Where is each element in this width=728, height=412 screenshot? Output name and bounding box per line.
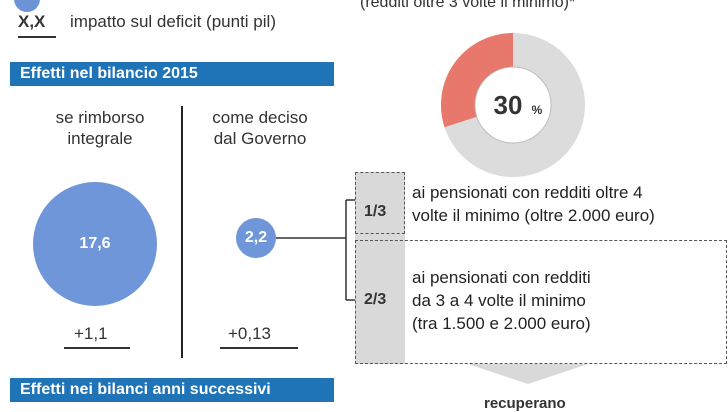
left-deficit-value: +1,1 — [74, 324, 108, 343]
fraction-column — [355, 172, 405, 364]
donut-hole — [475, 67, 551, 143]
legend-value-symbol: X,X — [18, 12, 46, 31]
breakdown-1-line-2: volte il minimo (oltre 2.000 euro) — [412, 206, 655, 225]
left-header-line-2: integrale — [67, 129, 133, 148]
breakdown-2-line-3: (tra 1.500 e 2.000 euro) — [412, 314, 591, 333]
breakdown-2-line-1: ai pensionati con redditi — [412, 268, 591, 287]
left-deficit-underline — [64, 347, 130, 349]
right-deficit-value: +0,13 — [228, 324, 272, 343]
donut-label: 30 — [494, 90, 523, 120]
section-2015-title: Effetti nel bilancio 2015 — [10, 62, 334, 86]
connector-lines — [276, 199, 358, 301]
fraction-box-2 — [355, 240, 727, 364]
left-column-header: se rimborso integrale — [20, 107, 180, 149]
donut-hole-rim — [474, 66, 552, 144]
income-threshold-note: (redditi oltre 3 volte il minimo)* — [360, 0, 576, 11]
legend-underline — [18, 36, 56, 38]
right-header-line-1: come deciso — [212, 108, 308, 127]
fraction-1-label: 1/3 — [364, 203, 387, 220]
down-arrow-icon — [468, 364, 588, 384]
bubble-government-value: 2,2 — [244, 229, 268, 246]
fraction-2-label: 2/3 — [364, 291, 387, 308]
donut-chart: 30 % — [441, 33, 585, 177]
right-header-line-2: dal Governo — [213, 129, 307, 148]
left-header-line-1: se rimborso — [55, 108, 145, 127]
donut-unit: % — [532, 103, 543, 117]
bubble-full-refund-value: 17,6 — [79, 235, 111, 252]
column-divider — [181, 106, 183, 358]
breakdown-2-text: ai pensionati con redditi da 3 a 4 volte… — [412, 266, 591, 335]
bubble-full-refund: 17,6 — [33, 182, 157, 306]
section-next-years-title: Effetti nei bilanci anni successivi — [10, 378, 334, 402]
fraction-box-1 — [355, 172, 405, 234]
right-column-header: come deciso dal Governo — [185, 107, 335, 149]
bottom-text: recuperano — [484, 395, 566, 412]
breakdown-1-text: ai pensionati con redditi oltre 4 volte … — [412, 181, 655, 227]
legend-deficit-text: impatto sul deficit (punti pil) — [70, 12, 276, 31]
right-deficit-underline — [220, 347, 298, 349]
donut-highlight-slice — [441, 33, 514, 128]
legend-circle-icon — [14, 0, 40, 12]
breakdown-1-line-1: ai pensionati con redditi oltre 4 — [412, 183, 643, 202]
breakdown-2-line-2: da 3 a 4 volte il minimo — [412, 291, 586, 310]
bubble-government: 2,2 — [236, 218, 276, 258]
